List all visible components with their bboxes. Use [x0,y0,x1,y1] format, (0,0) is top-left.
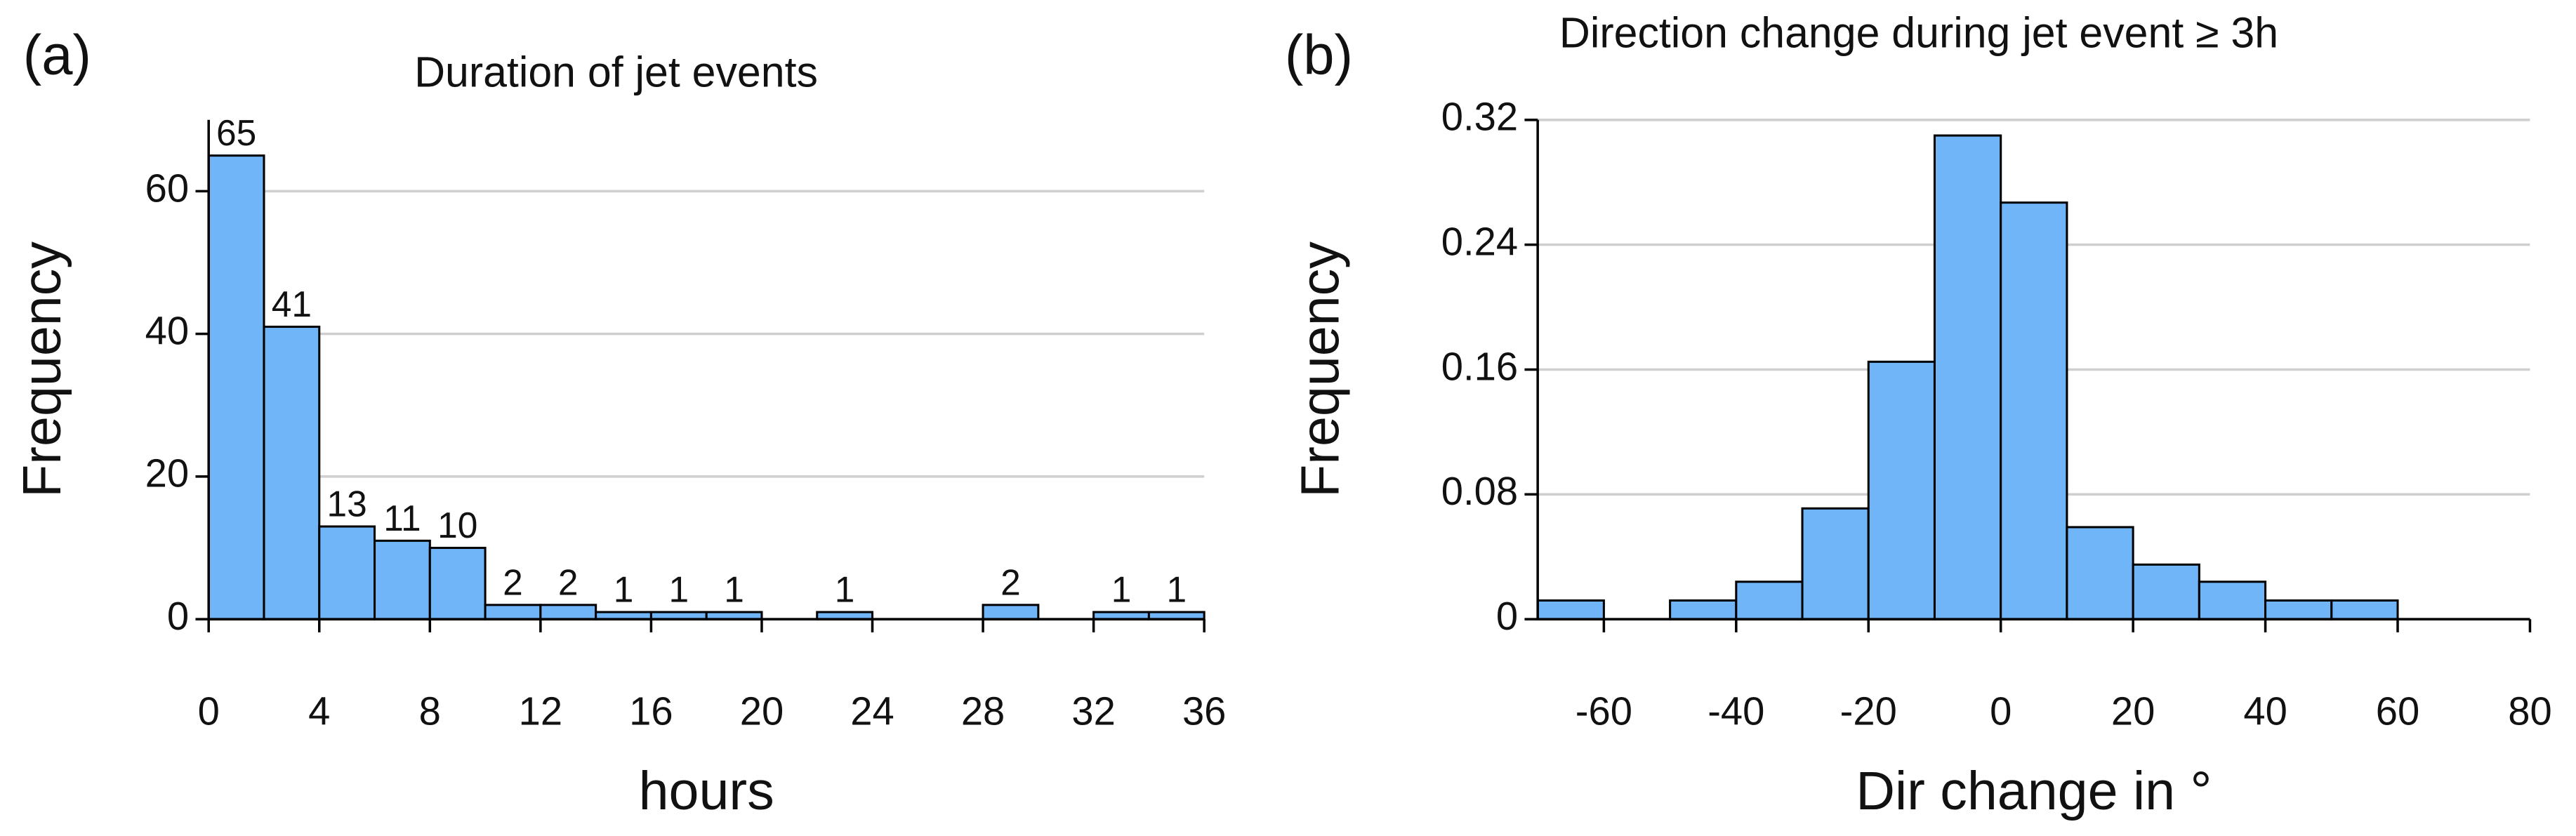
x-tick-label: -60 [1576,689,1632,734]
bar [318,525,376,621]
bar [1669,599,1738,621]
data-label: 13 [327,484,367,524]
y-tick-label: 0.08 [1441,469,1518,513]
bar [1735,580,1804,621]
x-tick-label: 40 [2243,689,2287,734]
panel-label: (a) [23,23,91,86]
data-label: 10 [437,505,477,545]
y-axis-label: Frequency [1290,241,1350,498]
x-tick-label: 0 [198,689,220,734]
bar [484,604,542,621]
bar [428,546,487,621]
bar [2066,526,2134,621]
y-tick-label: 20 [145,451,189,496]
x-tick-label: 80 [2508,689,2551,734]
data-label: 1 [614,569,634,609]
data-label: 1 [668,569,689,609]
bar [374,539,431,621]
bar [1801,507,1870,621]
y-tick-label: 0 [1496,594,1518,638]
bar [2264,599,2333,621]
x-tick-label: -20 [1840,689,1897,734]
x-tick-label: 24 [850,689,894,734]
y-tick-label: 0.16 [1441,344,1518,388]
x-tick-label: 20 [2111,689,2155,734]
data-label: 41 [272,284,312,324]
data-label: 2 [503,562,523,602]
bar [2000,201,2068,621]
chart-title: Duration of jet events [414,48,818,96]
x-tick-label: 16 [629,689,673,734]
bar [982,604,1040,621]
bar [2330,599,2399,621]
y-tick-label: 60 [145,166,189,210]
bar [2198,580,2267,621]
data-label: 65 [216,112,256,153]
data-label: 1 [1166,569,1187,609]
x-tick-label: 12 [519,689,562,734]
x-tick-label: 20 [740,689,784,734]
data-label: 11 [383,498,421,538]
bar [263,325,321,621]
x-tick-label: 4 [308,689,330,734]
data-label: 1 [835,569,855,609]
x-tick-label: 32 [1071,689,1115,734]
chart-title: Direction change during jet event ≥ 3h [1559,9,2278,57]
bar [539,604,597,621]
x-tick-label: 36 [1182,689,1226,734]
data-label: 1 [1111,569,1132,609]
data-label: 1 [724,569,744,609]
y-tick-label: 0.32 [1441,95,1518,139]
data-label: 2 [1000,562,1021,602]
panel-label: (b) [1285,23,1353,86]
x-axis-label: hours [639,761,774,821]
bar [207,154,265,621]
data-label: 2 [558,562,579,602]
y-tick-label: 0.24 [1441,219,1518,263]
x-tick-label: 0 [1990,689,2012,734]
x-tick-label: 28 [961,689,1005,734]
y-tick-label: 40 [145,308,189,352]
y-tick-label: 0 [167,594,189,638]
bar [1536,599,1605,621]
y-axis-label: Frequency [12,241,72,498]
x-axis-label: Dir change in ° [1856,761,2212,821]
x-tick-label: 8 [419,689,441,734]
x-tick-label: 60 [2376,689,2419,734]
bar [2132,563,2200,621]
bar [1933,134,2002,621]
bar [1867,360,1936,621]
x-tick-label: -40 [1708,689,1764,734]
